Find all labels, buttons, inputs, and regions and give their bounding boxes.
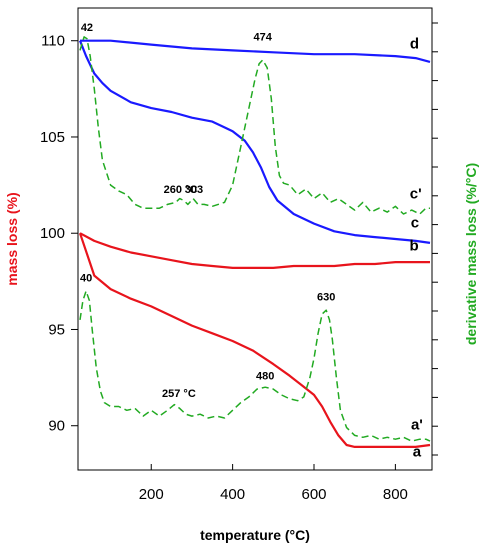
x-tick-label: 400 <box>220 486 245 503</box>
y-axis-right-title-text: derivative mass loss <box>463 208 479 345</box>
x-axis-title-unit: (°C) <box>285 527 310 543</box>
y-tick-label: 105 <box>40 129 65 146</box>
series-layer <box>78 36 431 448</box>
x-axis-title: temperature (°C) <box>200 527 310 543</box>
curve-label: c <box>411 214 419 231</box>
y-axis-right-title: derivative mass loss (%/°C) <box>463 163 479 345</box>
curve-label: c' <box>410 186 422 203</box>
x-axis-title-text: temperature <box>200 527 281 543</box>
peak-annotation: 40 <box>80 272 92 284</box>
series-line-d <box>80 39 431 63</box>
curve-label: d <box>410 35 419 52</box>
peak-annotation: 257 °C <box>162 388 196 400</box>
peak-annotation: 630 <box>317 292 335 304</box>
peak-annotation: 474 <box>254 32 273 44</box>
series-line-c <box>78 40 431 244</box>
curve-label: b <box>410 238 419 255</box>
x-tick-label: 600 <box>301 486 326 503</box>
y-tick-label: 90 <box>48 418 65 435</box>
y-tick-label: 95 <box>48 321 65 338</box>
x-tick-label: 200 <box>139 486 164 503</box>
x-tick-label: 800 <box>383 486 408 503</box>
curve-label: a' <box>411 417 423 434</box>
peak-annotation: 480 <box>256 371 274 383</box>
y-axis-right-title-unit: (%/°C) <box>463 163 479 204</box>
y-axis-left-title: mass loss (%) <box>4 192 20 285</box>
plot-area-frame <box>77 7 433 471</box>
peak-annotation: 303 <box>185 184 203 196</box>
peak-annotation: 42 <box>81 22 93 34</box>
series-line-c-prime <box>79 36 430 215</box>
y-tick-label: 100 <box>40 225 65 242</box>
curve-label: a <box>413 444 422 461</box>
series-line-a-prime <box>79 290 431 442</box>
series-line-a <box>78 232 431 448</box>
series-line-b <box>79 232 430 269</box>
y-tick-label: 110 <box>41 33 65 50</box>
peak-annotation: 260 °C <box>164 184 198 196</box>
axis-ticks: 200 400 600 800 90 95 100 105 110 <box>40 22 438 503</box>
